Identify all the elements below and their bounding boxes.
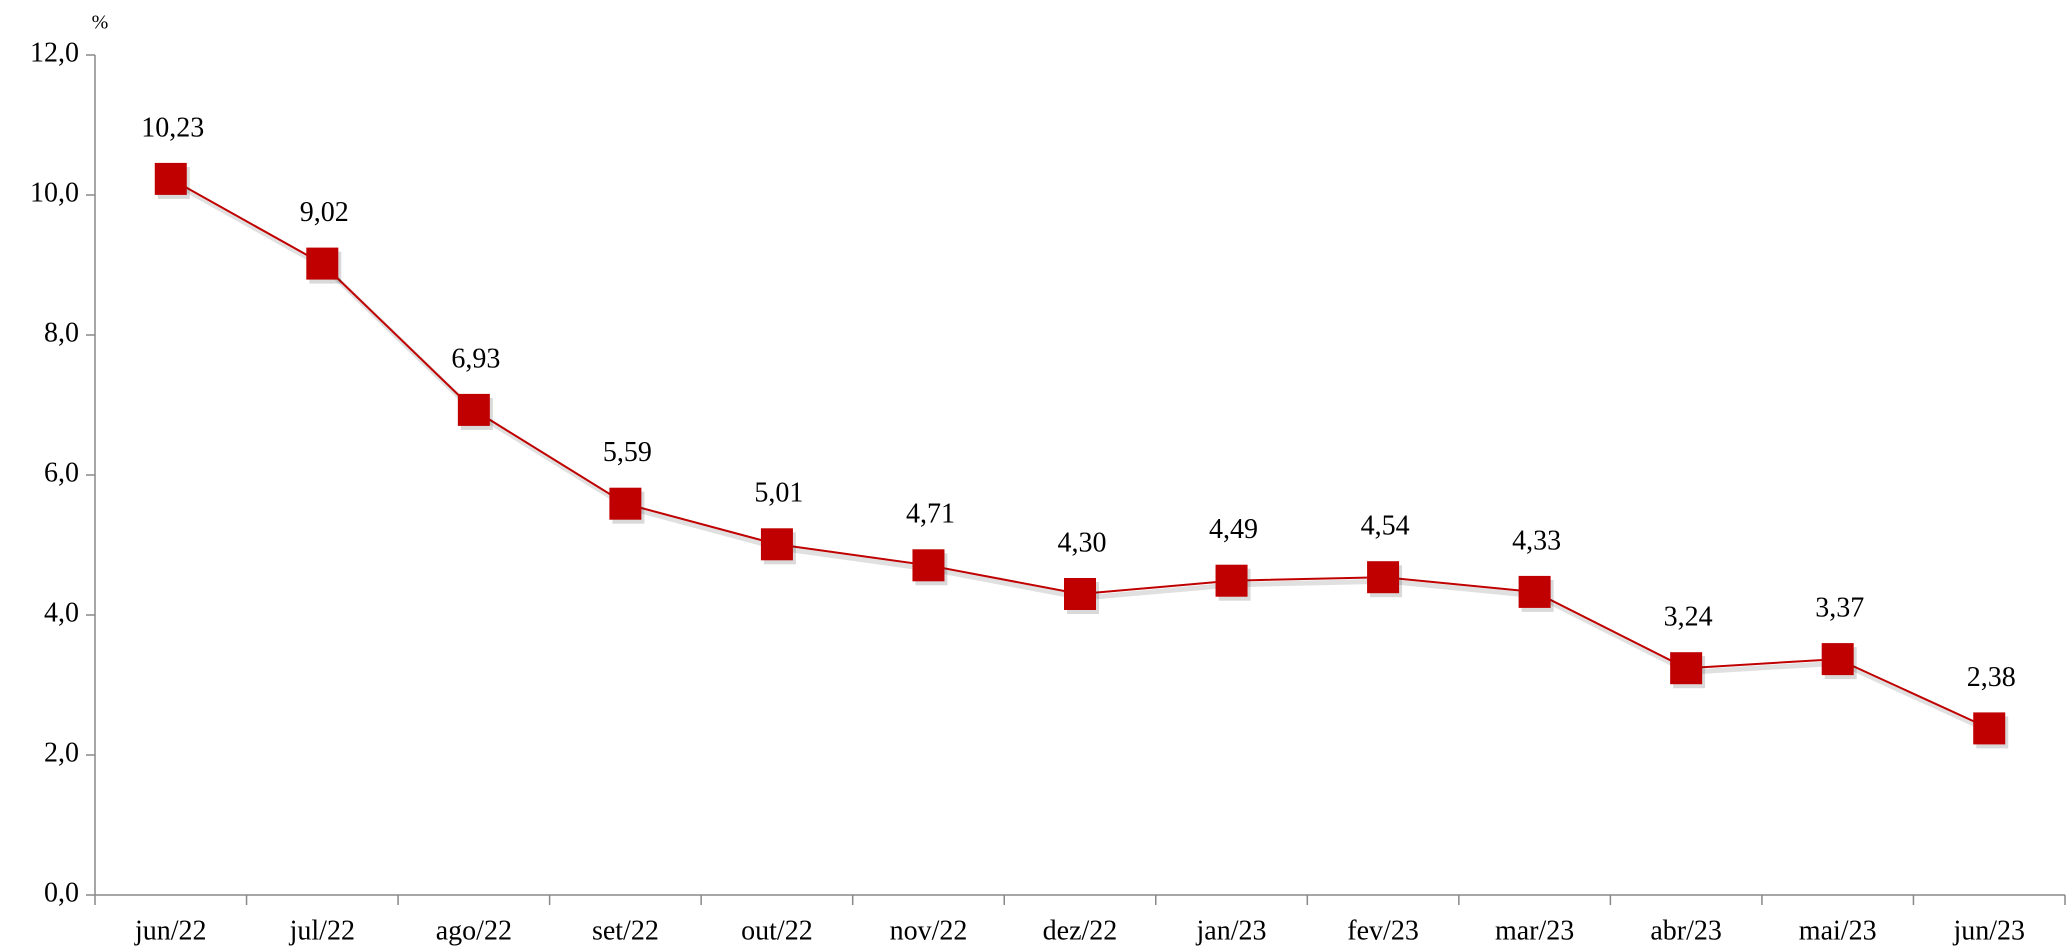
y-tick-label: 10,0	[30, 177, 79, 208]
marker	[609, 487, 642, 520]
y-tick-label: 6,0	[44, 457, 79, 488]
marker	[1215, 564, 1248, 597]
data-label: 5,59	[603, 437, 652, 468]
x-tick-label: ago/22	[436, 915, 512, 946]
marker	[1670, 652, 1703, 685]
x-tick-label: abr/23	[1650, 915, 1722, 946]
data-label: 4,30	[1058, 527, 1107, 558]
data-label: 9,02	[300, 197, 349, 228]
x-tick-label: nov/22	[890, 915, 968, 946]
marker	[1821, 643, 1854, 676]
marker	[457, 393, 490, 426]
data-label: 10,23	[141, 112, 204, 143]
data-label: 4,49	[1209, 514, 1258, 545]
x-tick-label: fev/23	[1347, 915, 1419, 946]
data-label: 4,54	[1361, 511, 1410, 542]
line	[170, 178, 1990, 730]
x-tick-label: out/22	[741, 915, 813, 946]
x-tick-label: set/22	[592, 915, 659, 946]
marker	[1973, 712, 2006, 745]
y-tick-label: 2,0	[44, 737, 79, 768]
x-tick-label: jun/22	[134, 915, 207, 946]
marker	[912, 549, 945, 582]
data-label: 5,01	[754, 478, 803, 509]
y-tick-label: 12,0	[30, 37, 79, 68]
x-tick-label: jun/23	[1952, 915, 2025, 946]
x-tick-label: mar/23	[1495, 915, 1574, 946]
marker	[1064, 578, 1096, 610]
marker	[154, 162, 187, 195]
data-label: 2,38	[1967, 662, 2016, 693]
y-tick-label: 4,0	[44, 597, 79, 628]
data-label: 4,33	[1512, 525, 1561, 556]
marker	[760, 528, 793, 561]
x-tick-label: jul/22	[289, 915, 355, 946]
x-tick-label: dez/22	[1043, 915, 1118, 946]
data-label: 4,71	[906, 499, 955, 530]
marker	[1367, 561, 1400, 594]
y-tick-label: 0,0	[44, 877, 79, 908]
marker	[306, 247, 339, 280]
x-tick-label: jan/23	[1196, 915, 1267, 946]
line-shadow	[172, 180, 1994, 735]
data-label: 3,37	[1815, 593, 1864, 624]
y-axis-unit: %	[92, 12, 109, 34]
marker	[1518, 575, 1551, 608]
data-label: 6,93	[451, 343, 500, 374]
data-label: 3,24	[1664, 602, 1713, 633]
y-tick-label: 8,0	[44, 317, 79, 348]
x-tick-label: mai/23	[1799, 915, 1877, 946]
